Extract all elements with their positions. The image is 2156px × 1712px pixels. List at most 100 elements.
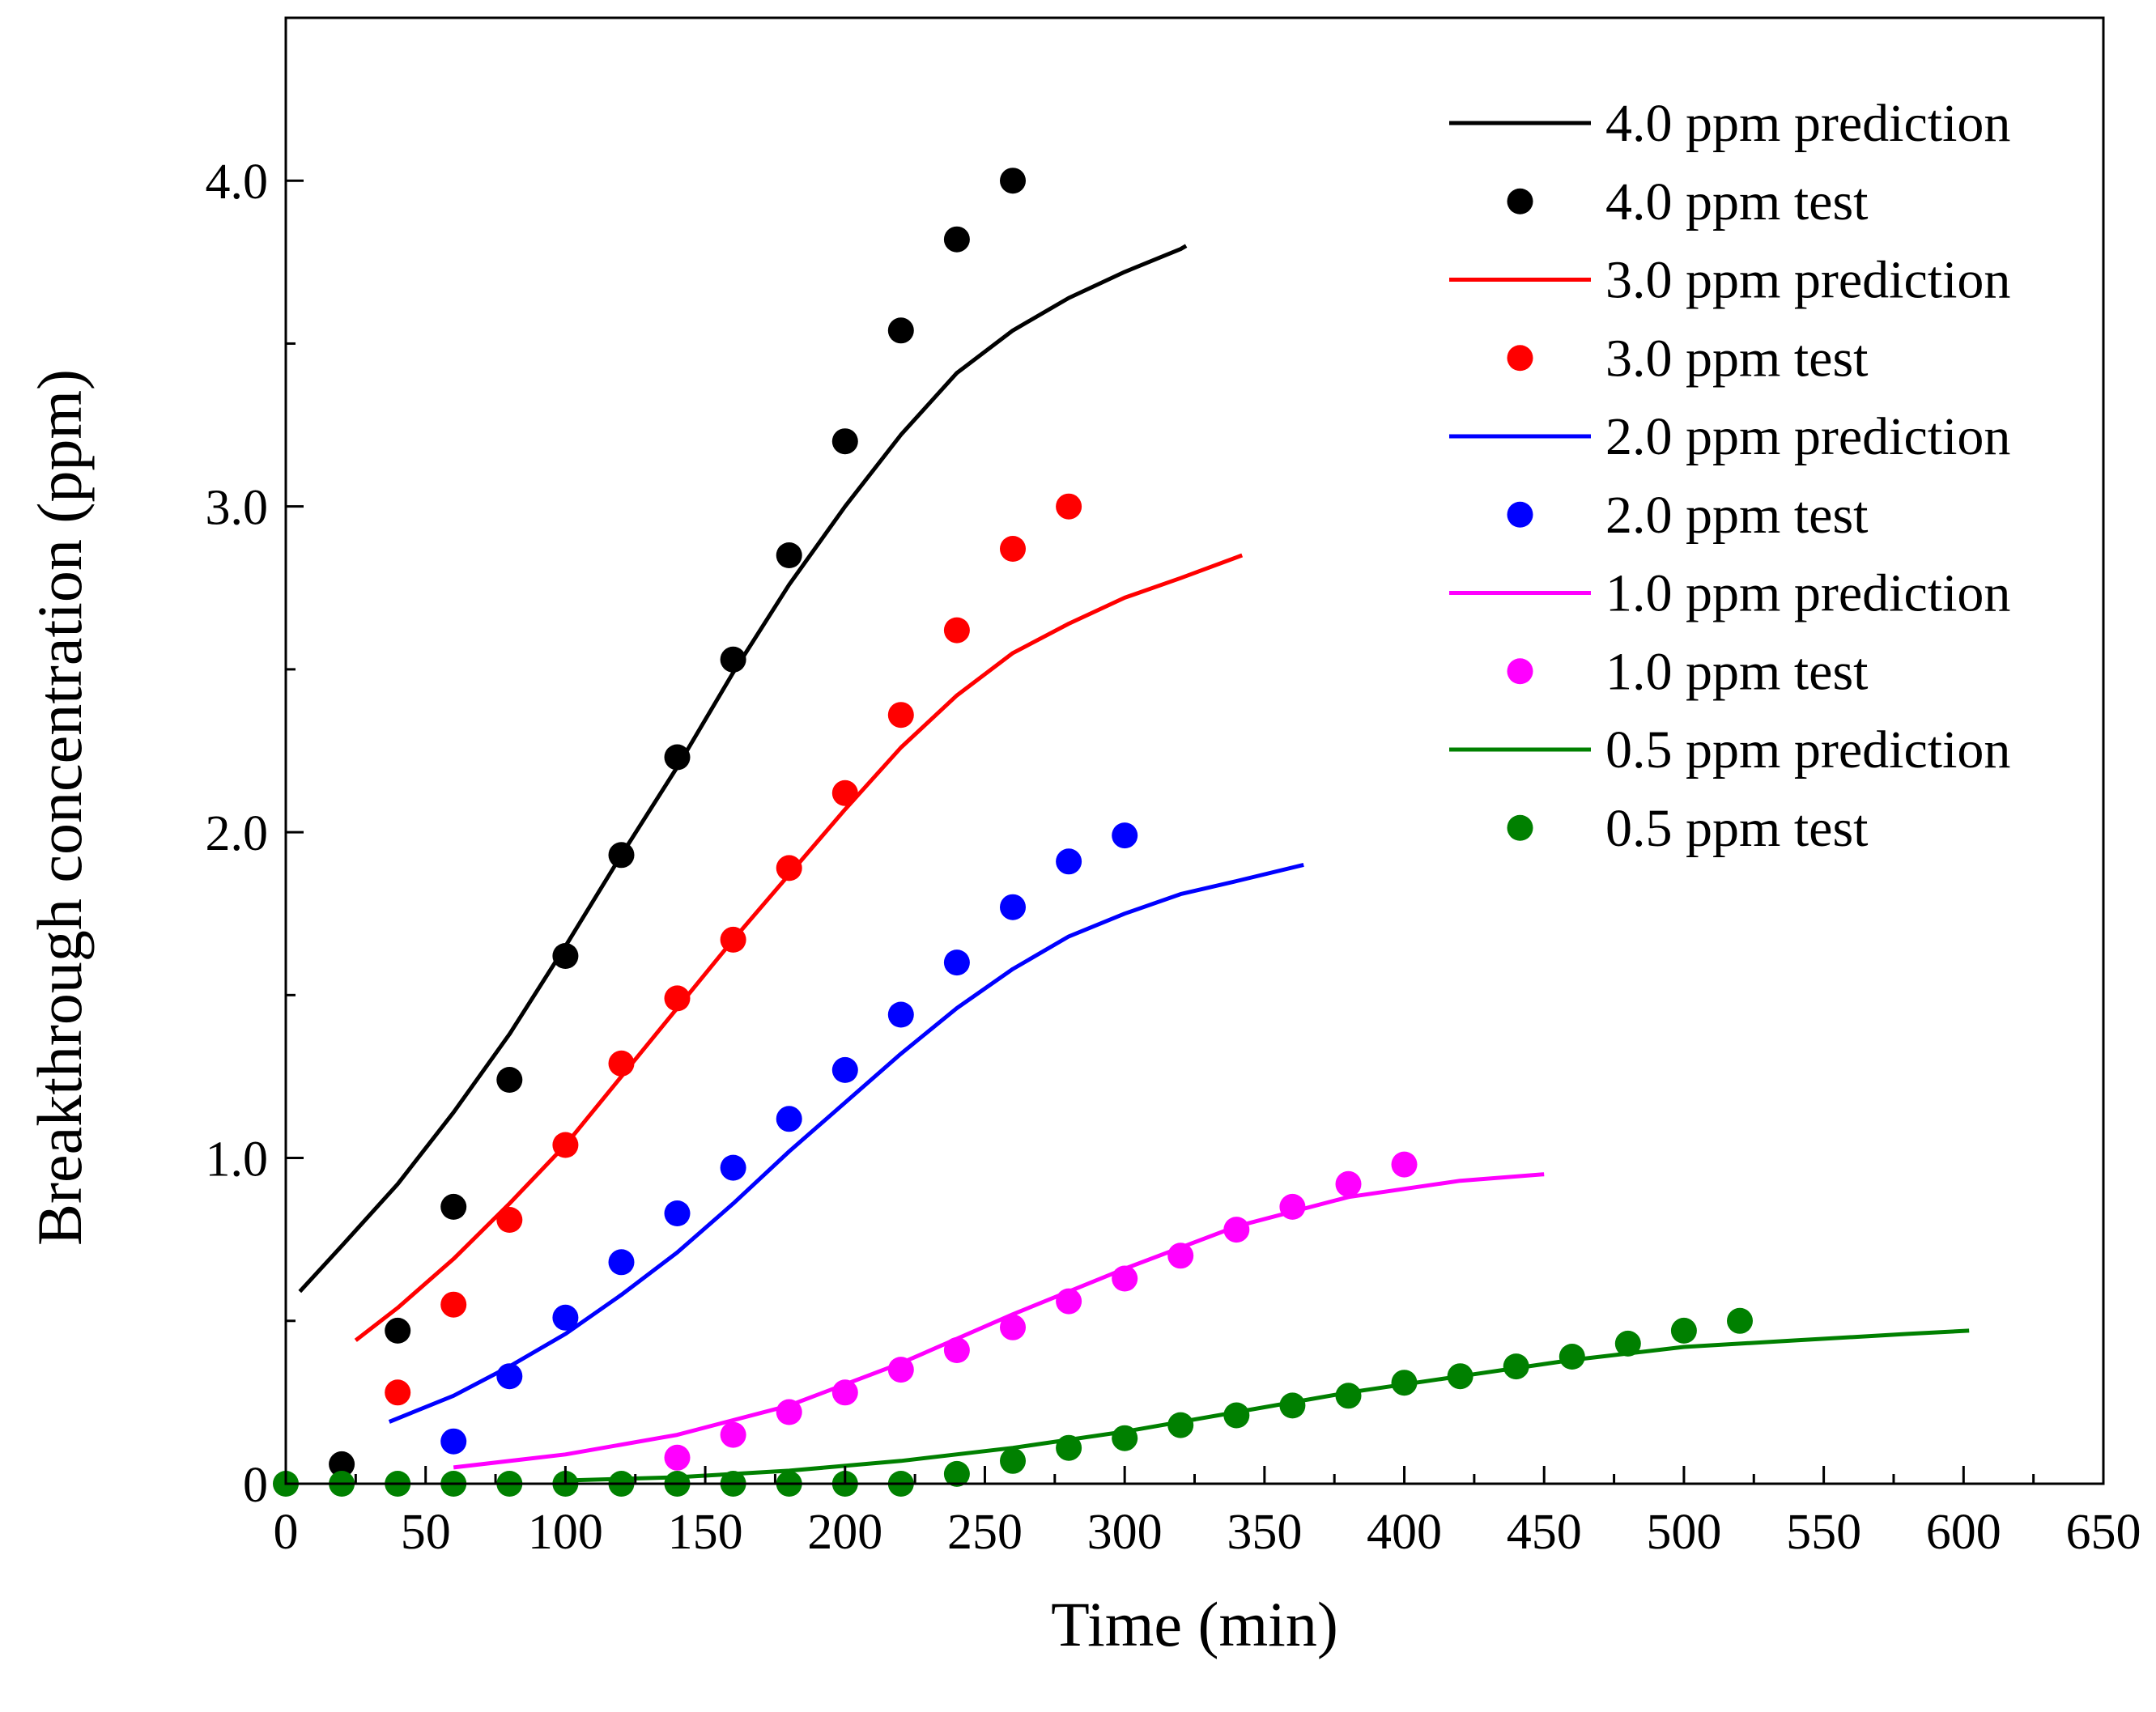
data-point bbox=[496, 1067, 523, 1093]
legend-label: 1.0 ppm prediction bbox=[1605, 564, 2010, 623]
data-point bbox=[440, 1291, 467, 1318]
data-point bbox=[831, 780, 858, 806]
legend-marker-swatch bbox=[1507, 345, 1533, 372]
data-point bbox=[496, 1207, 523, 1233]
x-tick-label: 200 bbox=[807, 1505, 882, 1560]
legend-item-1-0-ppm-prediction: 1.0 ppm prediction bbox=[1449, 564, 2010, 623]
data-point bbox=[831, 1056, 858, 1083]
legend-item-4-0-ppm-test: 4.0 ppm test bbox=[1507, 172, 1869, 232]
legend: 4.0 ppm prediction 4.0 ppm test 3.0 ppm pr… bbox=[1449, 94, 2010, 858]
x-tick-label: 650 bbox=[2066, 1505, 2141, 1560]
data-point bbox=[720, 646, 746, 673]
data-point bbox=[776, 1399, 802, 1425]
data-point bbox=[943, 617, 970, 644]
series-line-4-0-ppm-prediction bbox=[298, 244, 1188, 1294]
data-point bbox=[1503, 1353, 1529, 1380]
data-point bbox=[776, 855, 802, 881]
legend-item-2-0-ppm-test: 2.0 ppm test bbox=[1507, 486, 1869, 545]
data-point bbox=[1056, 493, 1082, 520]
y-axis-label: Breakthrough concentration (ppm) bbox=[24, 369, 95, 1246]
axis-ticks: 0 50 100 150 200 250 300 350 400 450 500 550 600 650 0… bbox=[206, 155, 2141, 1560]
data-point bbox=[664, 1444, 691, 1471]
x-tick-label: 400 bbox=[1367, 1505, 1442, 1560]
x-tick-label: 250 bbox=[947, 1505, 1023, 1560]
x-tick-label: 100 bbox=[528, 1505, 603, 1560]
data-point bbox=[1056, 1288, 1082, 1315]
data-point bbox=[329, 1451, 355, 1477]
data-point bbox=[1279, 1392, 1306, 1419]
x-tick-label: 350 bbox=[1227, 1505, 1302, 1560]
legend-label: 2.0 ppm test bbox=[1605, 486, 1869, 545]
data-point bbox=[496, 1363, 523, 1390]
data-point bbox=[1614, 1330, 1641, 1357]
plot-marks bbox=[273, 168, 1970, 1497]
data-point bbox=[943, 1337, 970, 1363]
data-point bbox=[776, 542, 802, 568]
data-point bbox=[720, 1421, 746, 1448]
data-point bbox=[831, 1379, 858, 1406]
data-point bbox=[1056, 848, 1082, 875]
legend-item-0-5-ppm-test: 0.5 ppm test bbox=[1507, 799, 1869, 858]
data-point bbox=[887, 1001, 914, 1028]
legend-item-4-0-ppm-prediction: 4.0 ppm prediction bbox=[1449, 94, 2010, 153]
data-point bbox=[1000, 536, 1026, 562]
data-point bbox=[1223, 1402, 1250, 1429]
data-point bbox=[1000, 894, 1026, 920]
data-point bbox=[943, 1460, 970, 1487]
data-point bbox=[608, 1249, 635, 1276]
x-tick-label: 150 bbox=[668, 1505, 743, 1560]
data-point bbox=[887, 1357, 914, 1383]
legend-marker-swatch bbox=[1507, 658, 1533, 685]
data-point bbox=[1000, 1314, 1026, 1340]
data-point bbox=[385, 1379, 411, 1406]
data-point bbox=[1391, 1151, 1418, 1178]
series-line-2-0-ppm-prediction bbox=[388, 862, 1304, 1424]
legend-item-0-5-ppm-prediction: 0.5 ppm prediction bbox=[1449, 720, 2010, 780]
data-point bbox=[887, 317, 914, 344]
data-point bbox=[831, 428, 858, 455]
data-point bbox=[720, 926, 746, 953]
data-point bbox=[887, 702, 914, 729]
legend-label: 4.0 ppm test bbox=[1605, 172, 1869, 232]
data-point bbox=[440, 1193, 467, 1220]
x-axis-label: Time (min) bbox=[1051, 1589, 1338, 1659]
y-tick-label: 0 bbox=[243, 1458, 268, 1513]
data-point bbox=[1112, 1265, 1138, 1292]
data-point bbox=[440, 1428, 467, 1455]
legend-marker-swatch bbox=[1507, 188, 1533, 215]
data-point bbox=[1056, 1434, 1082, 1461]
legend-label: 4.0 ppm prediction bbox=[1605, 94, 2010, 153]
data-point bbox=[608, 842, 635, 869]
x-tick-label: 600 bbox=[1926, 1505, 2001, 1560]
data-point bbox=[664, 744, 691, 771]
y-tick-label: 2.0 bbox=[206, 806, 269, 861]
data-point bbox=[1279, 1193, 1306, 1220]
series-points-4-0-ppm-test bbox=[329, 168, 1026, 1477]
series-points-1-0-ppm-test bbox=[664, 1151, 1418, 1471]
data-point bbox=[1391, 1370, 1418, 1396]
legend-item-1-0-ppm-test: 1.0 ppm test bbox=[1507, 642, 1869, 701]
data-point bbox=[1167, 1243, 1194, 1269]
series-points-3-0-ppm-test bbox=[385, 493, 1082, 1406]
data-point bbox=[608, 1050, 635, 1077]
series-line-0-5-ppm-prediction bbox=[565, 1328, 1970, 1483]
series-line-1-0-ppm-prediction bbox=[453, 1172, 1545, 1470]
legend-label: 1.0 ppm test bbox=[1605, 642, 1869, 701]
data-point bbox=[1167, 1412, 1194, 1438]
legend-label: 0.5 ppm prediction bbox=[1605, 720, 2010, 780]
data-point bbox=[1000, 1447, 1026, 1474]
legend-label: 0.5 ppm test bbox=[1605, 799, 1869, 858]
data-point bbox=[1559, 1344, 1585, 1370]
data-point bbox=[1112, 822, 1138, 849]
x-tick-label: 550 bbox=[1786, 1505, 1861, 1560]
data-point bbox=[552, 1304, 579, 1331]
series-line-3-0-ppm-prediction bbox=[354, 553, 1244, 1342]
legend-item-3-0-ppm-prediction: 3.0 ppm prediction bbox=[1449, 251, 2010, 310]
data-point bbox=[1112, 1425, 1138, 1451]
legend-label: 3.0 ppm test bbox=[1605, 329, 1869, 388]
x-tick-label: 450 bbox=[1507, 1505, 1582, 1560]
y-tick-label: 3.0 bbox=[206, 481, 269, 536]
data-point bbox=[776, 1106, 802, 1132]
